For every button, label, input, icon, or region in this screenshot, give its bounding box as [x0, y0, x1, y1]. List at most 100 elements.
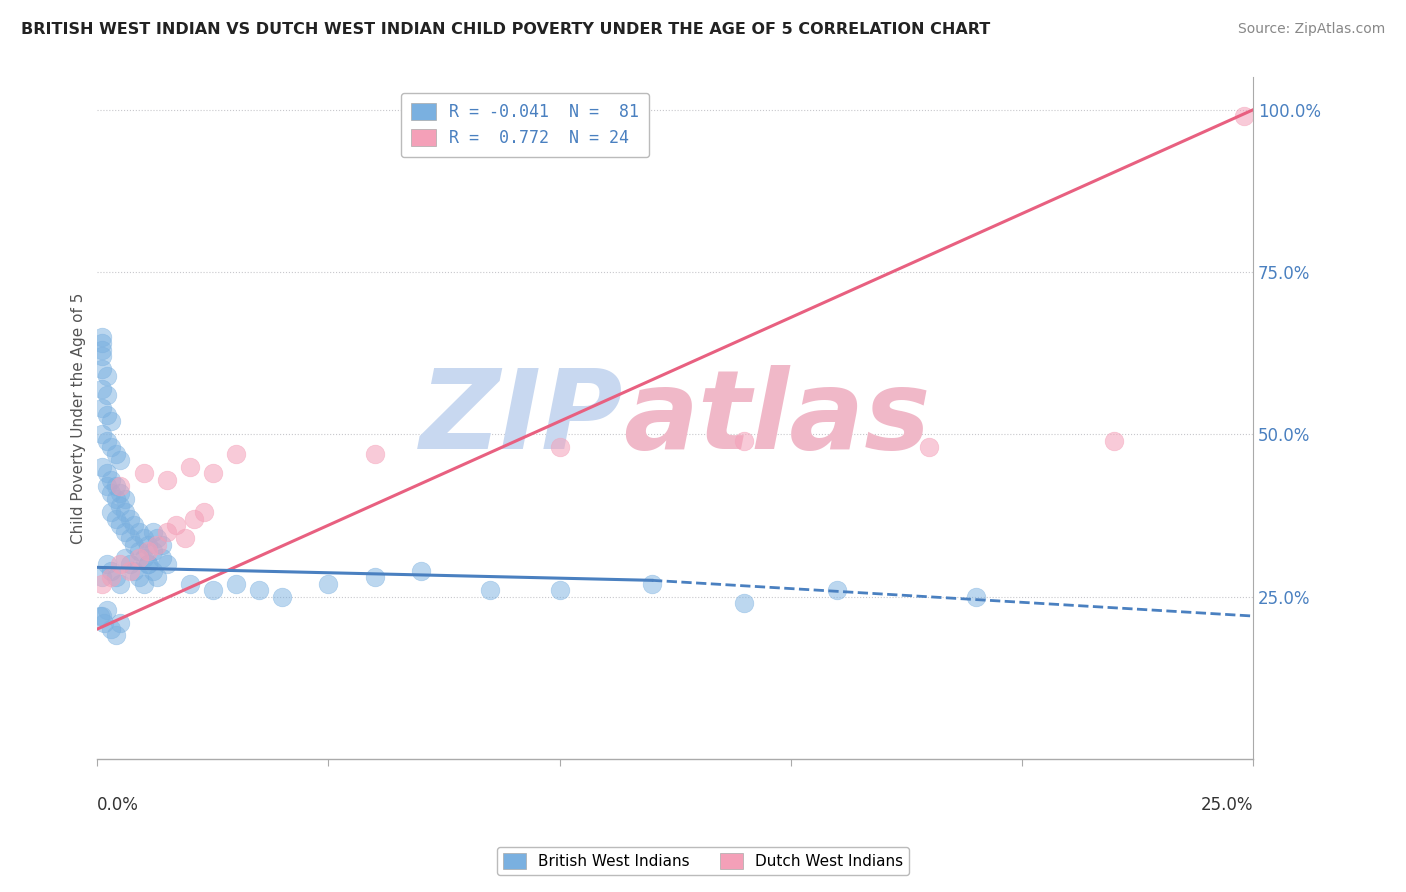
Point [91, 336, 114, 351]
Point [548, 440, 571, 454]
Point [318, 576, 340, 591]
Point [96, 467, 118, 481]
Point [247, 583, 270, 598]
Point [165, 518, 187, 533]
Point [114, 492, 136, 507]
Point [91, 576, 114, 591]
Point [96, 479, 118, 493]
Point [128, 570, 150, 584]
Point [150, 538, 173, 552]
Y-axis label: Child Poverty Under the Age of 5: Child Poverty Under the Age of 5 [72, 293, 86, 544]
Point [156, 524, 179, 539]
Point [128, 524, 150, 539]
Point [156, 557, 179, 571]
Point [142, 544, 165, 558]
Point [110, 557, 132, 571]
Legend: British West Indians, Dutch West Indians: British West Indians, Dutch West Indians [496, 847, 910, 875]
Point [363, 570, 385, 584]
Text: 0.0%: 0.0% [97, 797, 139, 814]
Point [104, 628, 127, 642]
Point [89, 609, 111, 624]
Point [91, 330, 114, 344]
Point [110, 499, 132, 513]
Point [100, 570, 122, 584]
Point [100, 622, 122, 636]
Point [733, 434, 755, 448]
Point [201, 583, 224, 598]
Point [733, 596, 755, 610]
Point [91, 427, 114, 442]
Point [110, 485, 132, 500]
Point [146, 531, 169, 545]
Point [132, 531, 155, 545]
Point [124, 538, 146, 552]
Point [225, 447, 247, 461]
Point [93, 615, 115, 630]
Point [96, 557, 118, 571]
Point [641, 576, 664, 591]
Point [142, 524, 165, 539]
Point [110, 518, 132, 533]
Point [91, 609, 114, 624]
Point [128, 544, 150, 558]
Point [114, 505, 136, 519]
Point [128, 550, 150, 565]
Point [118, 531, 141, 545]
Point [918, 440, 941, 454]
Point [132, 467, 155, 481]
Point [150, 550, 173, 565]
Legend: R = -0.041  N =  81, R =  0.772  N = 24: R = -0.041 N = 81, R = 0.772 N = 24 [401, 93, 650, 157]
Point [201, 467, 224, 481]
Point [363, 447, 385, 461]
Point [136, 538, 159, 552]
Point [100, 485, 122, 500]
Point [96, 602, 118, 616]
Point [825, 583, 848, 598]
Point [1102, 434, 1125, 448]
Point [110, 576, 132, 591]
Point [100, 564, 122, 578]
Point [110, 615, 132, 630]
Point [91, 570, 114, 584]
Point [136, 557, 159, 571]
Text: Source: ZipAtlas.com: Source: ZipAtlas.com [1237, 22, 1385, 37]
Text: ZIP: ZIP [419, 365, 623, 472]
Point [271, 590, 294, 604]
Point [965, 590, 987, 604]
Point [142, 564, 165, 578]
Point [114, 550, 136, 565]
Point [132, 550, 155, 565]
Point [132, 576, 155, 591]
Point [409, 564, 432, 578]
Point [124, 518, 146, 533]
Point [183, 511, 205, 525]
Point [104, 447, 127, 461]
Point [91, 459, 114, 474]
Point [91, 362, 114, 376]
Point [91, 382, 114, 396]
Point [110, 479, 132, 493]
Point [96, 434, 118, 448]
Point [91, 401, 114, 416]
Point [179, 459, 201, 474]
Point [110, 453, 132, 467]
Point [96, 368, 118, 383]
Point [1232, 109, 1254, 123]
Point [193, 505, 215, 519]
Point [100, 505, 122, 519]
Point [118, 564, 141, 578]
Point [479, 583, 502, 598]
Point [118, 557, 141, 571]
Point [136, 544, 159, 558]
Text: BRITISH WEST INDIAN VS DUTCH WEST INDIAN CHILD POVERTY UNDER THE AGE OF 5 CORREL: BRITISH WEST INDIAN VS DUTCH WEST INDIAN… [21, 22, 990, 37]
Point [91, 343, 114, 357]
Point [146, 570, 169, 584]
Point [146, 538, 169, 552]
Point [96, 388, 118, 402]
Point [96, 408, 118, 422]
Point [179, 576, 201, 591]
Point [100, 473, 122, 487]
Point [225, 576, 247, 591]
Text: atlas: atlas [623, 365, 931, 472]
Point [104, 479, 127, 493]
